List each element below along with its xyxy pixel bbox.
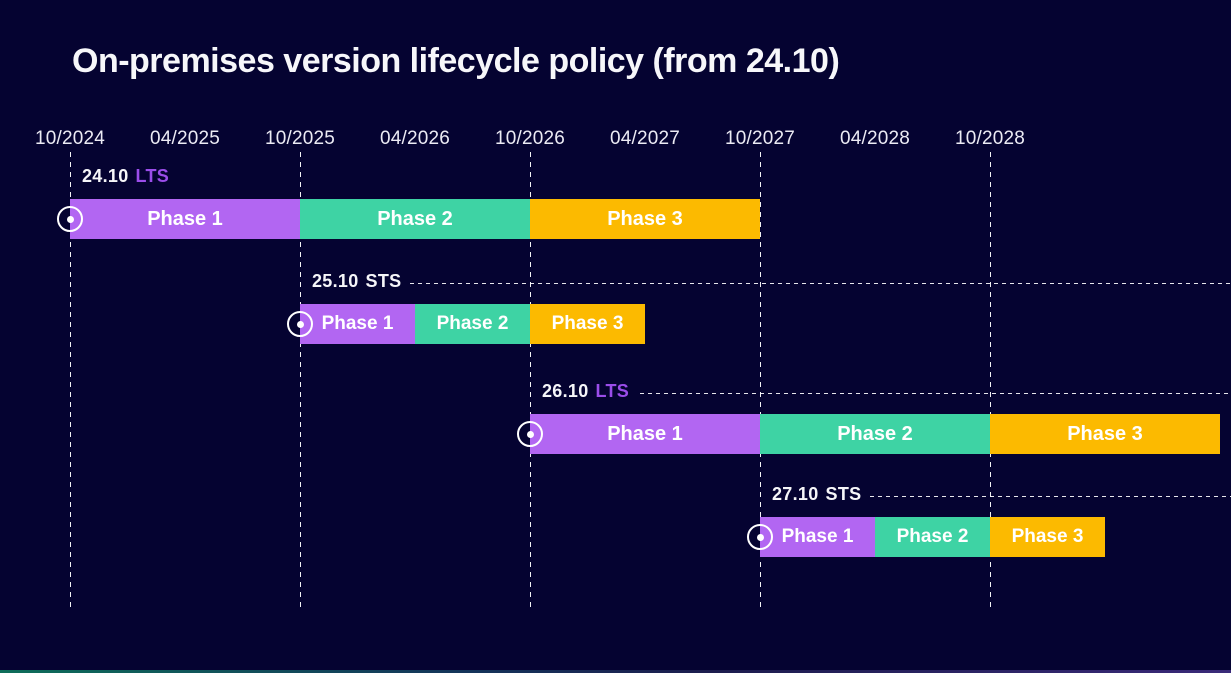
version-label: 24.10 LTS <box>82 166 169 187</box>
guide-dashed-line <box>870 496 1231 497</box>
axis-tick-label: 04/2026 <box>379 128 451 149</box>
phase-bar: Phase 2 <box>875 517 990 557</box>
channel-tag: LTS <box>595 381 630 401</box>
timeline-gridline <box>760 152 761 612</box>
phase-bar: Phase 3 <box>990 517 1105 557</box>
channel-tag: STS <box>365 271 402 291</box>
axis-tick-label: 04/2025 <box>149 128 221 149</box>
bottom-accent-strip <box>0 670 1231 673</box>
axis-tick-label: 10/2027 <box>724 128 796 149</box>
phase-bar: Phase 1 <box>300 304 415 344</box>
page-title: On-premises version lifecycle policy (fr… <box>72 42 840 80</box>
timeline-gridline <box>530 152 531 612</box>
phase-bar: Phase 3 <box>990 414 1220 454</box>
phase-bar: Phase 3 <box>530 304 645 344</box>
phase-bar: Phase 1 <box>530 414 760 454</box>
release-start-marker <box>517 421 543 447</box>
version-label: 25.10 STS <box>312 271 401 292</box>
version-label: 27.10 STS <box>772 484 861 505</box>
axis-tick-label: 10/2025 <box>264 128 336 149</box>
version-number: 25.10 <box>312 271 359 291</box>
channel-tag: LTS <box>135 166 170 186</box>
guide-dashed-line <box>410 283 1231 284</box>
version-number: 26.10 <box>542 381 589 401</box>
phase-bar: Phase 1 <box>760 517 875 557</box>
version-number: 27.10 <box>772 484 819 504</box>
version-number: 24.10 <box>82 166 129 186</box>
phase-bar: Phase 3 <box>530 199 760 239</box>
marker-dot <box>296 320 304 328</box>
marker-dot <box>756 533 764 541</box>
axis-tick-label: 10/2024 <box>34 128 106 149</box>
release-start-marker <box>57 206 83 232</box>
axis-tick-label: 04/2028 <box>839 128 911 149</box>
phase-bar: Phase 2 <box>300 199 530 239</box>
release-start-marker <box>287 311 313 337</box>
phase-bar: Phase 2 <box>760 414 990 454</box>
axis-tick-label: 10/2028 <box>954 128 1026 149</box>
guide-dashed-line <box>640 393 1231 394</box>
axis-tick-label: 10/2026 <box>494 128 566 149</box>
release-start-marker <box>747 524 773 550</box>
marker-dot <box>526 430 534 438</box>
channel-tag: STS <box>825 484 862 504</box>
marker-dot <box>66 215 74 223</box>
timeline-gridline <box>990 152 991 612</box>
phase-bar: Phase 1 <box>70 199 300 239</box>
timeline-gridline <box>70 152 71 612</box>
version-label: 26.10 LTS <box>542 381 629 402</box>
timeline-gridline <box>300 152 301 612</box>
phase-bar: Phase 2 <box>415 304 530 344</box>
axis-tick-label: 04/2027 <box>609 128 681 149</box>
